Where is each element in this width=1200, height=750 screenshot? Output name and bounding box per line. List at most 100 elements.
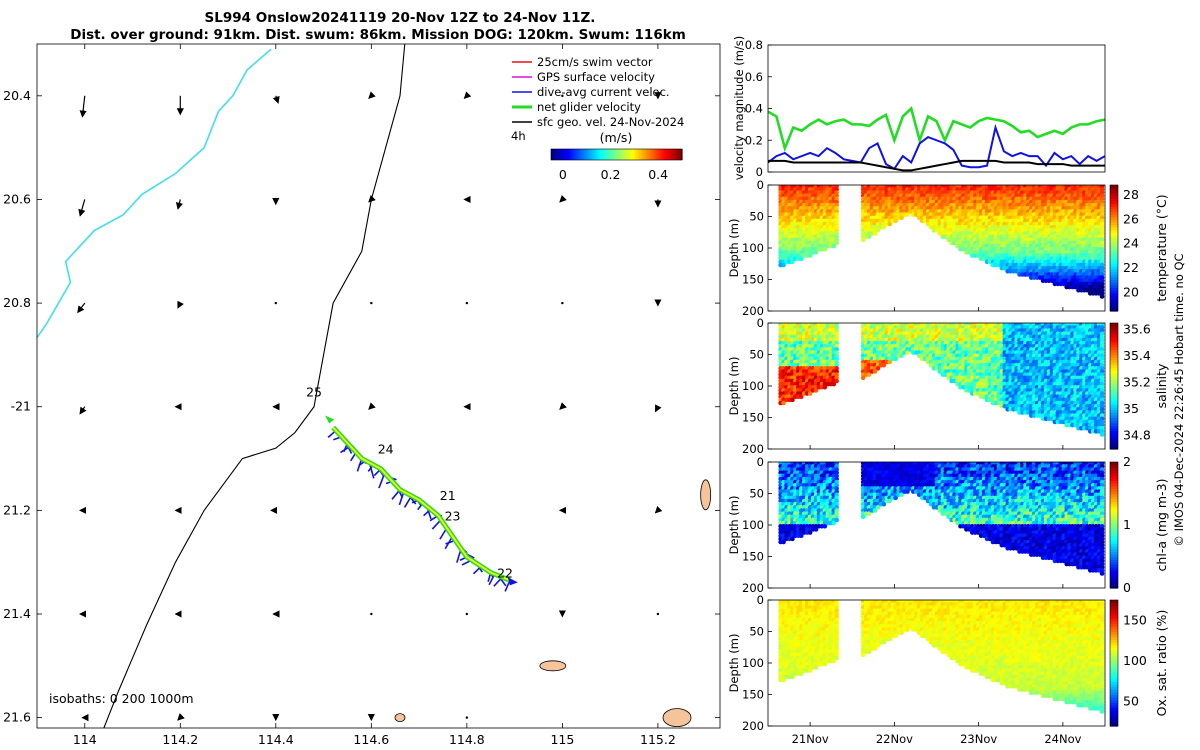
map-colorbar-cell-53 [659,149,663,160]
map-colorbar-cell-52 [657,149,661,160]
map-colorbar-cell-0 [551,149,554,160]
heatmap-dot [899,353,904,359]
heatmap-0-colorbar-cell [1110,213,1118,218]
heatmap-dot [893,218,898,224]
heatmap-0-colorbar-cell [1110,221,1118,225]
heatmap-dot [834,199,839,205]
map-xtick-label-5: 115 [550,732,574,747]
heatmap-dot [781,400,786,406]
heatmap-dot [822,246,828,252]
map-colorbar-cell-11 [573,149,577,160]
day-label-25: 25 [306,384,322,399]
heatmap-dot [781,262,786,268]
map-colorbar-cell-48 [649,149,652,160]
heatmap-dot [834,331,839,337]
geo-vector-3 [368,91,376,99]
heatmap-dot [834,362,839,368]
map-colorbar-label-2: 0.4 [648,167,668,182]
heatmap-dot [1099,250,1105,255]
map-colorbar-cell-15 [581,149,585,160]
glider-track-start [507,577,518,586]
map-colorbar-cell-35 [622,149,626,160]
map-colorbar-cell-19 [589,149,593,160]
heatmap-0-colorbar-cell [1110,200,1118,204]
heatmap-dot [834,221,839,227]
heatmap-dot [1099,212,1105,217]
map-colorbar-cell-7 [565,149,568,160]
heatmap-dot [1099,209,1105,214]
heatmap-dot [834,375,839,381]
heatmap-0-colorbar-cell [1110,290,1118,294]
heatmap-dot [834,369,839,374]
map-colorbar-cell-25 [602,149,605,160]
heatmap-dot [834,359,839,365]
geo-vector-19 [561,301,564,305]
heatmap-dot [866,372,872,377]
heatmap-0-colorbar-cell [1110,258,1118,262]
heatmap-0-ylabel: Depth (m) [727,219,741,278]
heatmap-dot [834,228,839,233]
map-colorbar-cell-6 [563,149,566,160]
velocity-ylabel: velocity magnitude (m/s) [732,36,746,181]
heatmap-0-colorbar-cell [1110,284,1118,288]
heatmap-dot [1099,243,1105,249]
velocity-ytick-label-0: 0 [756,165,763,179]
heatmap-0-colorbar-cell [1110,203,1118,207]
heatmap-dot [1099,202,1105,208]
heatmap-dot [834,340,839,346]
map-colorbar-cell-3 [557,149,560,160]
map-colorbar-cell-5 [561,149,564,160]
velocity-ytick-label-1: 0.2 [745,133,763,147]
heatmap-dot [834,224,839,230]
heatmap-dot [1099,272,1105,277]
heatmap-dot [834,234,839,239]
heatmap-0-colorbar-cell [1110,263,1118,267]
map-colorbar-cell-49 [651,149,654,160]
map-colorbar-cell-40 [632,149,636,160]
isobath-line [103,44,406,728]
geo-vector-32 [654,505,663,514]
map-colorbar-cell-14 [579,149,583,160]
heatmap-dot [881,362,887,368]
heatmap-dot [866,234,872,239]
map-colorbar-cell-27 [606,149,609,160]
map-xtick-label-6: 115.2 [640,732,676,747]
heatmap-dot [1099,196,1105,202]
map-title-line2: Dist. over ground: 91km. Dist. swum: 86k… [70,27,686,43]
geo-vector-12 [559,194,567,203]
geo-vector-5 [561,94,564,98]
heatmap-dot [834,334,839,340]
map-colorbar-cell-9 [569,149,573,160]
velocity-panel: 00.20.40.60.8 velocity magnitude (m/s) [732,36,1106,181]
map-colorbar-cell-43 [639,149,642,160]
heatmap-dot [1099,262,1105,268]
map-colorbar-frame [550,148,683,161]
heatmap-0-ytick-label-2: 100 [742,241,764,255]
heatmap-dot [1099,269,1105,274]
geo-vector-21 [79,406,87,415]
heatmap-dot [1099,193,1105,199]
heatmap-dot [834,215,839,221]
heatmap-0-colorbar-cell [1110,211,1118,215]
map-colorbar-cell-32 [616,149,620,160]
map-colorbar-cell-41 [634,149,638,160]
map-ytick-label-6: 21.6 [3,710,31,725]
heatmap-dot [887,221,893,227]
heatmap-content-0 [778,185,1105,299]
geo-vector-17 [370,301,373,305]
heatmap-dot [834,193,839,199]
map-colorbar-cell-62 [677,149,681,160]
map-ytick-label-4: 21.2 [3,502,31,517]
legend-net-label: net glider velocity [537,100,641,114]
map-colorbar-cell-29 [610,149,614,160]
heatmap-dot [1099,275,1105,280]
heatmap-0-colorbar-cell [1110,206,1118,210]
map-colorbar-cell-45 [643,149,646,160]
map-colorbar-cell-12 [575,149,579,160]
map-colorbar-cell-50 [653,149,656,160]
map-colorbar-cell-42 [636,149,640,160]
map-colorbar-label-1: 0.2 [601,167,621,182]
